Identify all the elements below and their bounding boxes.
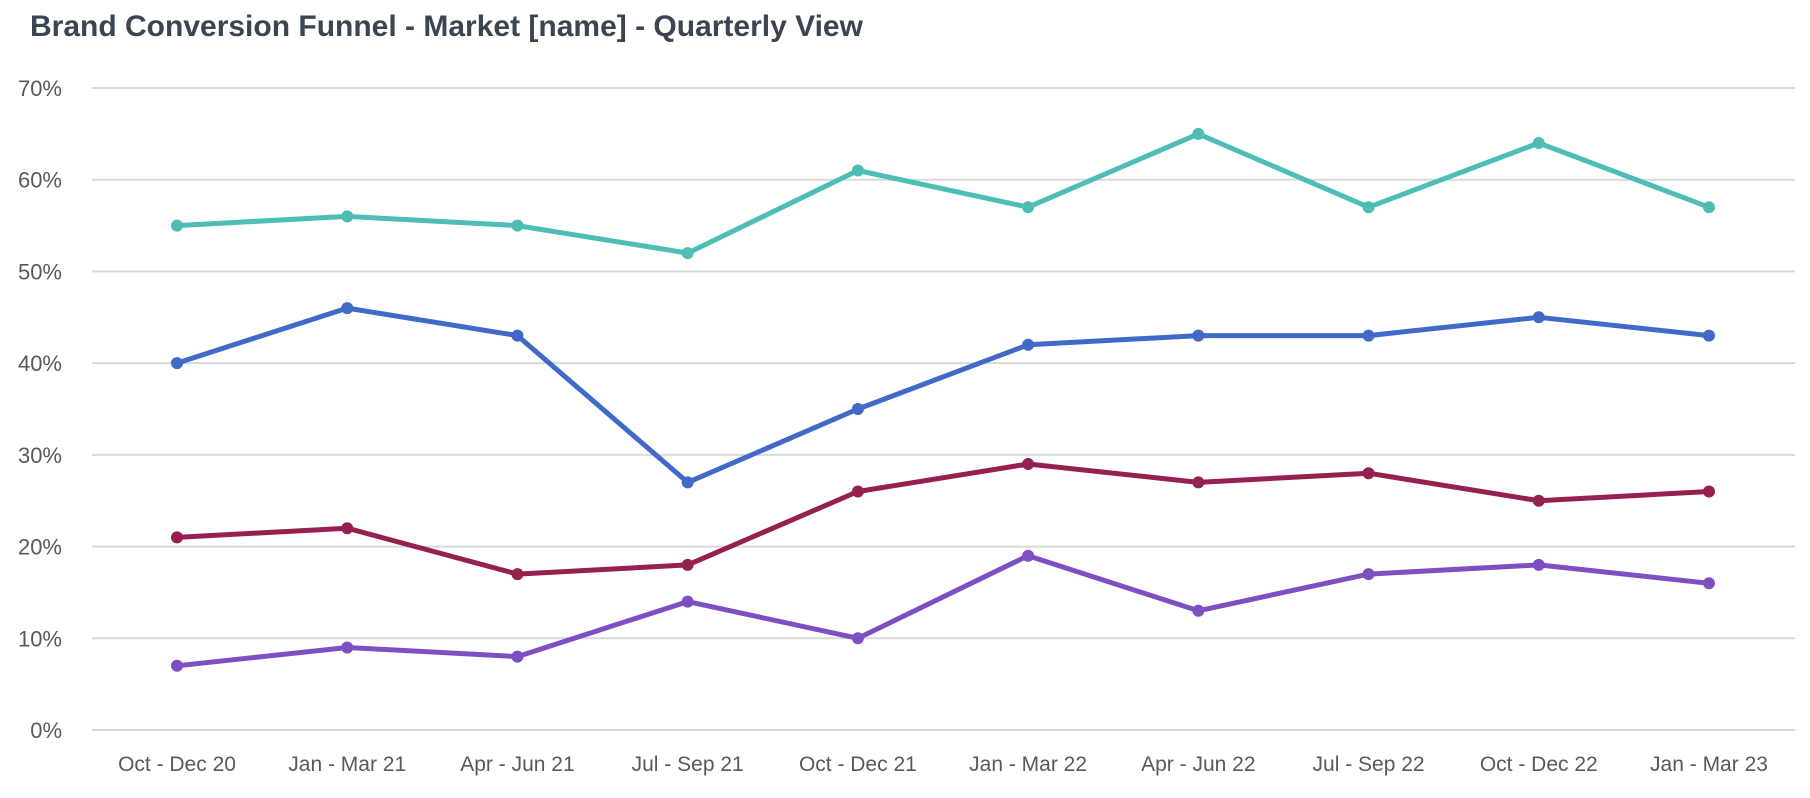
x-tick-label: Apr - Jun 22 — [1141, 753, 1255, 776]
data-point — [1532, 558, 1545, 571]
data-point — [681, 595, 694, 608]
x-tick-label: Apr - Jun 21 — [460, 753, 574, 776]
x-tick-label: Jan - Mar 21 — [288, 753, 406, 776]
data-point — [1532, 137, 1545, 150]
data-point — [1022, 201, 1035, 214]
data-point — [1703, 577, 1715, 590]
data-point — [171, 659, 183, 672]
data-point — [1192, 127, 1205, 140]
y-tick-label: 10% — [18, 626, 62, 651]
data-point — [341, 522, 354, 535]
data-point — [171, 531, 183, 544]
data-point — [511, 568, 524, 581]
data-point — [1192, 604, 1205, 617]
data-point — [1022, 549, 1035, 562]
data-point — [1192, 329, 1205, 342]
x-tick-label: Oct - Dec 21 — [799, 753, 917, 776]
data-point — [1703, 329, 1715, 342]
x-axis: Oct - Dec 20 Jan - Mar 21 Apr - Jun 21 Jul … — [118, 753, 1768, 776]
y-tick-label: 60% — [18, 168, 62, 193]
y-tick-label: 70% — [18, 76, 62, 101]
y-tick-label: 40% — [18, 351, 62, 376]
series-line — [174, 553, 1712, 669]
data-point — [1703, 201, 1715, 214]
y-tick-label: 20% — [18, 535, 62, 560]
data-point — [851, 164, 864, 177]
x-tick-label: Jan - Mar 23 — [1650, 753, 1768, 776]
data-point — [511, 329, 524, 342]
series-lines — [171, 127, 1715, 672]
x-tick-label: Jul - Sep 21 — [632, 753, 744, 776]
data-point — [1022, 458, 1035, 471]
data-point — [851, 403, 864, 415]
data-point — [1022, 338, 1035, 351]
series-line — [174, 461, 1712, 577]
data-point — [851, 485, 864, 498]
x-tick-label: Oct - Dec 22 — [1480, 753, 1598, 776]
data-point — [681, 558, 694, 571]
data-point — [341, 302, 354, 315]
data-point — [1703, 485, 1715, 498]
data-point — [681, 247, 694, 260]
data-point — [1532, 494, 1545, 507]
series-3 — [171, 458, 1715, 581]
data-point — [511, 650, 524, 663]
y-tick-label: 50% — [18, 259, 62, 284]
data-point — [1362, 329, 1375, 342]
data-point — [851, 632, 864, 645]
data-point — [341, 641, 354, 654]
data-point — [681, 476, 694, 489]
series-line — [174, 305, 1712, 485]
y-tick-label: 30% — [18, 443, 62, 468]
series-2 — [171, 302, 1715, 489]
data-point — [1192, 476, 1205, 489]
series-1 — [171, 127, 1715, 260]
chart-title: Brand Conversion Funnel - Market [name] … — [30, 10, 863, 43]
gridlines — [92, 87, 1795, 731]
data-point — [1362, 201, 1375, 214]
series-line — [174, 131, 1712, 256]
series-4 — [171, 549, 1715, 672]
y-tick-label: 0% — [30, 718, 62, 743]
data-point — [341, 210, 354, 223]
data-point — [1362, 467, 1375, 480]
data-point — [1362, 568, 1375, 581]
data-point — [511, 219, 524, 232]
data-point — [171, 357, 183, 370]
x-tick-label: Jan - Mar 22 — [969, 753, 1087, 776]
data-point — [1532, 311, 1545, 324]
data-point — [171, 219, 183, 232]
x-tick-label: Oct - Dec 20 — [118, 753, 236, 776]
y-axis: 0% 10% 20% 30% 40% 50% 60% 70% — [18, 76, 62, 743]
x-tick-label: Jul - Sep 22 — [1313, 753, 1425, 776]
